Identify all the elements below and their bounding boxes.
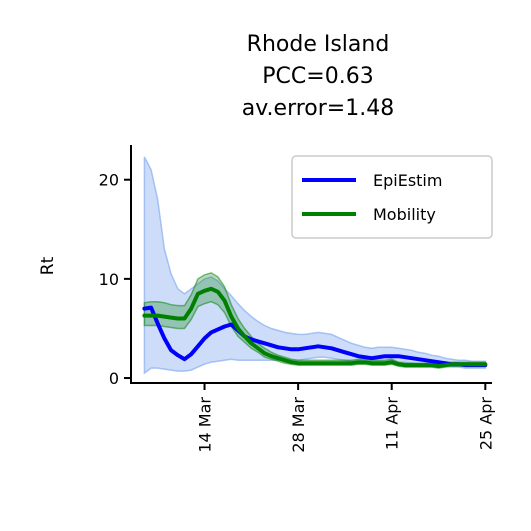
series-line-epiestim	[142, 305, 488, 368]
x-tick-label: 14 Mar	[196, 397, 215, 453]
y-axis-label: Rt	[38, 256, 58, 275]
series-line-mobility	[142, 286, 488, 369]
y-ticks: 0 10 20	[99, 171, 131, 388]
plot-area	[142, 156, 488, 375]
y-tick-label: 20	[99, 171, 119, 190]
x-tick-label: 11 Apr	[383, 397, 402, 451]
confidence-band-epiestim	[143, 156, 487, 375]
y-tick-label: 10	[99, 270, 119, 289]
chart-title-line-3: av.error=1.48	[242, 96, 394, 121]
legend-label-epiestim: EpiEstim	[373, 171, 442, 190]
y-tick-label: 0	[109, 369, 119, 388]
x-ticks: 14 Mar 28 Mar 11 Apr 25 Apr	[196, 383, 495, 453]
x-tick-label: 25 Apr	[476, 397, 495, 451]
x-tick-label: 28 Mar	[289, 397, 308, 453]
legend-label-mobility: Mobility	[373, 205, 436, 224]
legend-frame	[291, 155, 493, 239]
chart-title-line-1: Rhode Island	[247, 32, 390, 57]
chart-title: Rhode Island PCC=0.63 av.error=1.48	[242, 32, 394, 121]
chart-title-line-2: PCC=0.63	[262, 64, 373, 89]
legend: EpiEstim Mobility	[291, 155, 493, 239]
